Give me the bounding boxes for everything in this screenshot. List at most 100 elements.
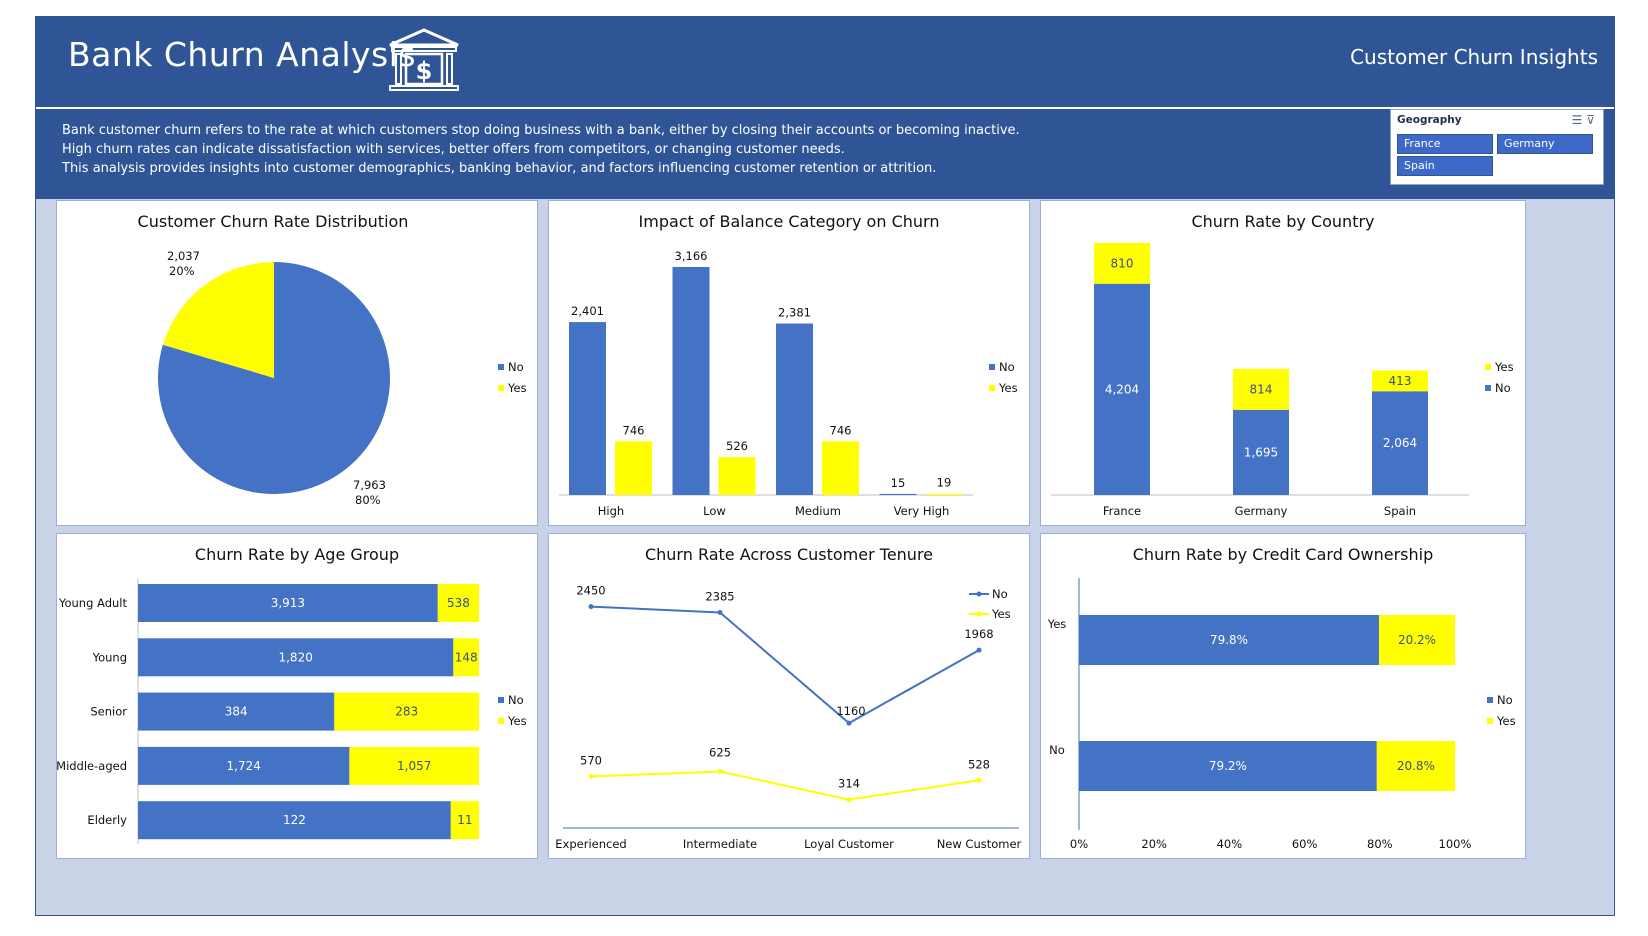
bar-data-label: 79.8% (1210, 633, 1248, 647)
stacked-bar-no (138, 801, 451, 840)
legend-label: No (999, 360, 1015, 374)
svg-text:$: $ (416, 57, 433, 85)
x-tick-label: 80% (1367, 837, 1393, 851)
x-tick-label: 60% (1292, 837, 1318, 851)
bar-data-label: 283 (395, 705, 418, 719)
legend-swatch (498, 385, 504, 391)
x-tick-label: 20% (1141, 837, 1167, 851)
legend-label: No (1495, 381, 1511, 395)
dashboard-frame: Bank Churn Analysis $ Customer Churn Ins… (35, 16, 1615, 916)
bar-data-label: 526 (726, 439, 748, 453)
legend-label: Yes (507, 381, 527, 395)
description-line-1: Bank customer churn refers to the rate a… (62, 123, 1020, 138)
legend-swatch (498, 697, 504, 703)
stacked-bar-no (1079, 615, 1380, 665)
bar-no (672, 267, 710, 495)
chart-title: Customer Churn Rate Distribution (138, 212, 409, 231)
chart-svg: Churn Rate by Age Group 3,913 538 Young Adu… (57, 545, 527, 844)
bar-data-label: 11 (457, 813, 472, 827)
y-tick-label: Senior (90, 705, 127, 719)
bar-data-label: 1,695 (1244, 445, 1278, 459)
stacked-bar-yes (1376, 741, 1455, 791)
y-tick-label: Young Adult (58, 596, 128, 610)
pie-label-yes-value: 2,037 (167, 249, 200, 263)
clear-filter-icon[interactable]: ⊽ (1586, 113, 1595, 127)
bar-data-label: 746 (623, 423, 645, 437)
bar-data-label: 746 (830, 423, 852, 437)
panel-tenure: Churn Rate Across Customer Tenure 2450 238… (548, 533, 1030, 859)
line-point (588, 604, 594, 610)
x-tick-label: High (598, 504, 624, 518)
description-line-3: This analysis provides insights into cus… (62, 161, 937, 176)
x-tick-label: Medium (795, 504, 841, 518)
line-data-label: 2385 (705, 589, 734, 603)
line-point (846, 720, 852, 726)
description-line-2: High churn rates can indicate dissatisfa… (62, 142, 845, 157)
bar-data-label: 20.8% (1397, 759, 1435, 773)
bar-data-label: 810 (1111, 256, 1134, 270)
bank-dollar-icon: $ (389, 28, 459, 91)
slicer-option-spain[interactable]: Spain (1397, 156, 1493, 176)
bar-data-label: 15 (891, 476, 906, 490)
stacked-bar-no (138, 584, 438, 622)
panel-balance-category: Impact of Balance Category on Churn 2,401… (548, 200, 1030, 526)
legend-swatch (1487, 718, 1493, 724)
bar-data-label: 79.2% (1209, 759, 1247, 773)
stacked-bar-no (138, 746, 350, 785)
chart-title: Churn Rate by Credit Card Ownership (1133, 545, 1434, 564)
stacked-bar-yes (1233, 368, 1289, 410)
bar-data-label: 3,913 (271, 596, 305, 610)
line-point (976, 647, 982, 653)
bar-data-label: 538 (447, 596, 470, 610)
bar-no (569, 322, 606, 495)
slicer-option-france[interactable]: France (1397, 134, 1493, 154)
panel-country: Churn Rate by Country 4,204 810 France 1,695… (1040, 200, 1526, 526)
legend-swatch (498, 364, 504, 370)
bar-data-label: 148 (455, 650, 478, 664)
x-tick-label: Intermediate (683, 837, 757, 851)
stacked-bar-yes (1094, 243, 1150, 284)
chart-title: Impact of Balance Category on Churn (639, 212, 940, 231)
bar-no (879, 493, 917, 495)
panel-age-group: Churn Rate by Age Group 3,913 538 Young Adu… (56, 533, 538, 859)
legend-swatch (989, 364, 995, 370)
dashboard-subtitle: Customer Churn Insights (1350, 45, 1598, 69)
legend-swatch (1485, 385, 1491, 391)
x-tick-label: 100% (1439, 837, 1472, 851)
x-tick-label: Loyal Customer (804, 837, 894, 851)
slicer-title: Geography (1397, 114, 1462, 126)
stacked-bar-no (138, 692, 335, 731)
stacked-bar-yes (349, 746, 479, 785)
x-tick-label: Spain (1384, 504, 1416, 518)
stacked-bar-yes (437, 584, 479, 622)
chart-svg: Impact of Balance Category on Churn 2,401… (559, 212, 1018, 518)
slicer-option-germany[interactable]: Germany (1497, 134, 1593, 154)
legend-swatch (989, 385, 995, 391)
line-data-label: 1968 (964, 627, 993, 641)
bar-data-label: 20.2% (1398, 633, 1436, 647)
y-tick-label: Yes (1047, 617, 1067, 631)
legend-label: No (1497, 693, 1513, 707)
legend-label: Yes (507, 714, 527, 728)
bar-data-label: 814 (1250, 382, 1273, 396)
multi-select-icon[interactable]: ☰ (1571, 113, 1583, 127)
pie-slice-no (158, 262, 390, 494)
line-point (717, 769, 723, 775)
stacked-bar-no (1233, 409, 1289, 495)
legend-label: No (508, 693, 524, 707)
bar-data-label: 122 (283, 813, 306, 827)
bar-data-label: 19 (937, 476, 952, 490)
legend-marker (976, 591, 982, 597)
line-series-no (590, 605, 980, 725)
chart-svg: Churn Rate Across Customer Tenure 2450 238… (555, 545, 1021, 851)
chart-svg: Churn Rate by Country 4,204 810 France 1,695… (1051, 212, 1514, 518)
legend-label: No (508, 360, 524, 374)
x-tick-label: Very High (894, 504, 950, 518)
page-title: Bank Churn Analysis (68, 35, 417, 74)
legend-label: Yes (1494, 360, 1514, 374)
line-point (846, 797, 852, 803)
bar-data-label: 2,381 (778, 306, 811, 320)
legend-label: Yes (1496, 714, 1516, 728)
stacked-bar-no (1079, 741, 1377, 791)
panel-credit-card: Churn Rate by Credit Card Ownership 79.8%… (1040, 533, 1526, 859)
